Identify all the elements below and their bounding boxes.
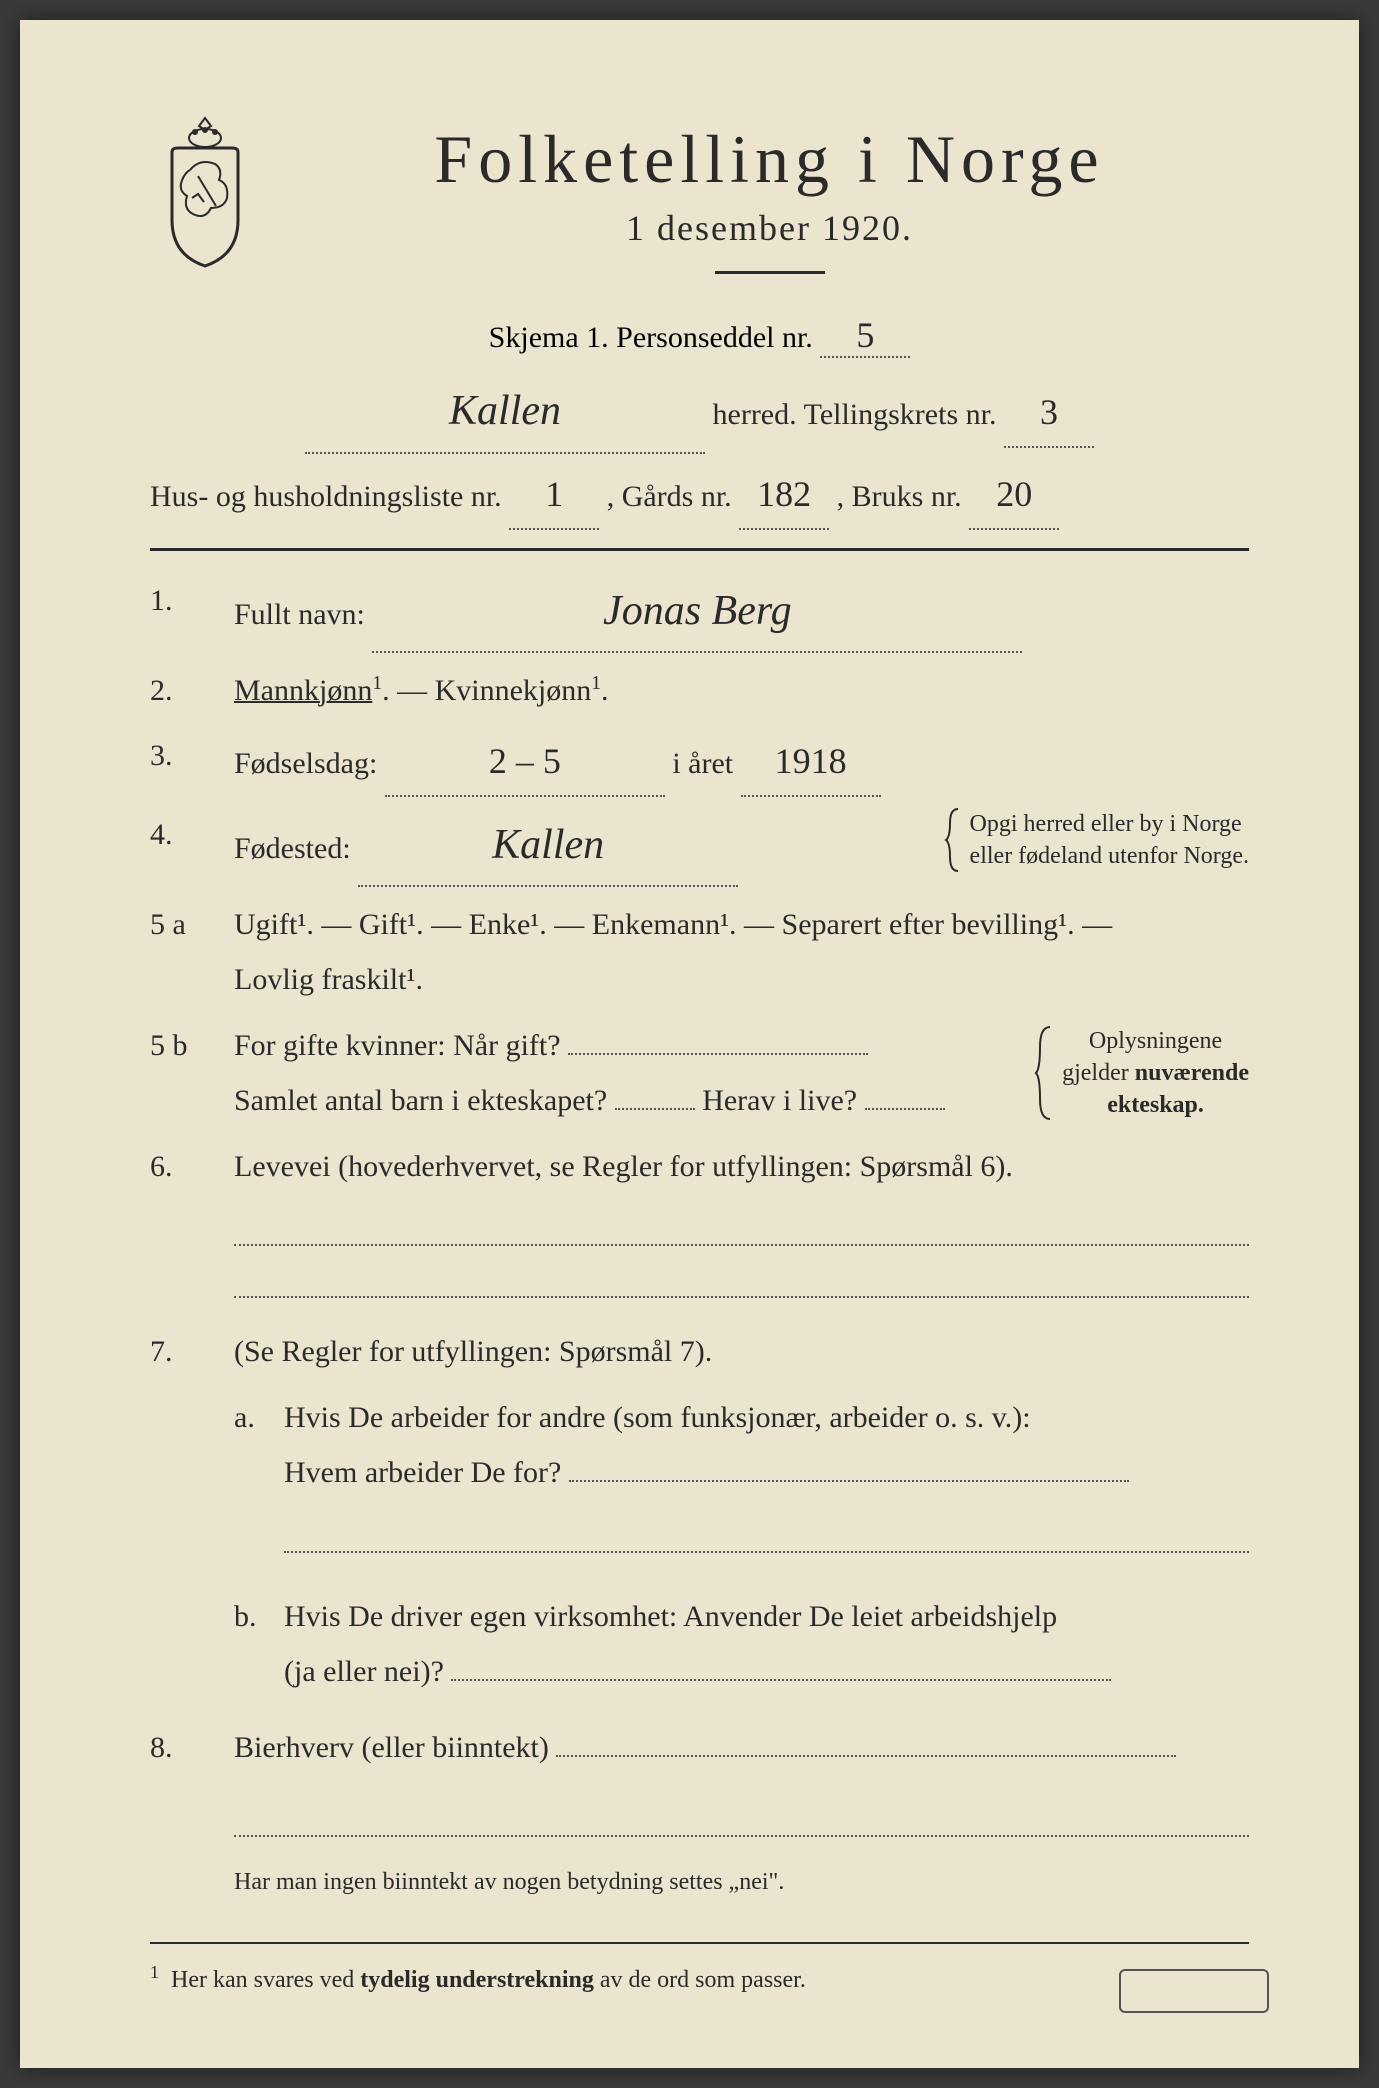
q4-note: Opgi herred eller by i Norge eller fødel… (930, 807, 1249, 873)
census-form-page: Folketelling i Norge 1 desember 1920. Sk… (20, 20, 1359, 2068)
footnote-rule (150, 1942, 1249, 1944)
q3-label: Fødselsdag: (234, 747, 377, 780)
gards-label: , Gårds nr. (607, 480, 732, 513)
q5b-note-l2-bold: nuværende (1135, 1060, 1249, 1086)
q6-text: Levevei (hovederhvervet, se Regler for u… (234, 1139, 1249, 1195)
brace-icon (1034, 1025, 1054, 1121)
q3-row: 3. Fødselsdag: 2 – 5 i året 1918 (150, 728, 1249, 797)
header-row: Folketelling i Norge 1 desember 1920. (150, 120, 1249, 304)
q7a-blank (284, 1527, 1249, 1553)
q2-dash: — (397, 674, 435, 707)
q5b-barn-value (615, 1108, 695, 1110)
herred-line: Kallen herred. Tellingskrets nr. 3 (150, 372, 1249, 454)
footnote-bold: tydelig understrekning (360, 1967, 594, 1993)
q4-note-l1: Opgi herred eller by i Norge (970, 808, 1249, 840)
q5b-note-l1: Oplysningene (1062, 1025, 1249, 1057)
title-block: Folketelling i Norge 1 desember 1920. (290, 120, 1249, 304)
q7b-l1: Hvis De driver egen virksomhet: Anvender… (284, 1589, 1249, 1645)
q1-value: Jonas Berg (372, 573, 1022, 653)
herred-name: Kallen (305, 372, 705, 454)
q3-year-label: i året (672, 747, 733, 780)
q5b-live-value (865, 1108, 945, 1110)
q6-num: 6. (150, 1139, 234, 1195)
q7-row: 7. (Se Regler for utfyllingen: Spørsmål … (150, 1324, 1249, 1700)
q5a-num: 5 a (150, 897, 234, 1008)
q5b-note-l3: ekteskap. (1107, 1092, 1204, 1118)
q7a-l1: Hvis De arbeider for andre (som funksjon… (284, 1390, 1249, 1446)
brace-icon (944, 807, 962, 873)
q5b-l2b: Herav i live? (702, 1084, 857, 1117)
q1-label: Fullt navn: (234, 598, 365, 631)
hus-value: 1 (509, 460, 599, 530)
q4-value: Kallen (358, 807, 738, 887)
krets-value: 3 (1004, 378, 1094, 448)
q7a: a. Hvis De arbeider for andre (som funks… (234, 1390, 1249, 1579)
hus-line: Hus- og husholdningsliste nr. 1 , Gårds … (150, 460, 1249, 530)
skjema-label: Skjema 1. Personseddel nr. (489, 321, 813, 354)
q6-blank-line (234, 1220, 1249, 1246)
q5b-num: 5 b (150, 1018, 234, 1129)
footer-hint: Har man ingen biinntekt av nogen betydni… (234, 1863, 1249, 1901)
q5b-l2a: Samlet antal barn i ekteskapet? (234, 1084, 607, 1117)
skjema-line: Skjema 1. Personseddel nr. 5 (150, 314, 1249, 358)
q5b-gift-value (568, 1053, 868, 1055)
q2-row: 2. Mannkjønn1. — Kvinnekjønn1. (150, 663, 1249, 719)
q5a-text2: Lovlig fraskilt¹. (234, 952, 1249, 1008)
bruks-label: , Bruks nr. (837, 480, 962, 513)
footnote-sup: 1 (150, 1962, 159, 1982)
questions-block: 1. Fullt navn: Jonas Berg 2. Mannkjønn1.… (150, 573, 1249, 1901)
section-divider (150, 548, 1249, 551)
hus-label: Hus- og husholdningsliste nr. (150, 480, 502, 513)
q4-row: 4. Fødested: Kallen Opgi herred eller by… (150, 807, 1249, 887)
q3-year: 1918 (741, 728, 881, 797)
bruks-value: 20 (969, 460, 1059, 530)
q8-num: 8. (150, 1720, 234, 1776)
q7a-letter: a. (234, 1390, 284, 1579)
q8-row: 8. Bierhverv (eller biinntekt) (150, 1720, 1249, 1776)
q7b-value (451, 1679, 1111, 1681)
q6-row: 6. Levevei (hovederhvervet, se Regler fo… (150, 1139, 1249, 1195)
q5b-row: 5 b For gifte kvinner: Når gift? Samlet … (150, 1018, 1249, 1129)
q2-num: 2. (150, 663, 234, 719)
q5a-row: 5 a Ugift¹. — Gift¹. — Enke¹. — Enkemann… (150, 897, 1249, 1008)
footnote-line: 1 Her kan svares ved tydelig understrekn… (150, 1958, 1249, 1999)
q1-num: 1. (150, 573, 234, 653)
q5a-text: Ugift¹. — Gift¹. — Enke¹. — Enkemann¹. —… (234, 897, 1249, 953)
q3-day: 2 – 5 (385, 728, 665, 797)
q7b-letter: b. (234, 1589, 284, 1700)
q8-value (556, 1755, 1176, 1757)
q7-num: 7. (150, 1324, 234, 1700)
q3-num: 3. (150, 728, 234, 797)
q4-note-l2: eller fødeland utenfor Norge. (970, 840, 1249, 872)
q8-blank-line (234, 1811, 1249, 1837)
q4-label: Fødested: (234, 832, 351, 865)
q7a-l2: Hvem arbeider De for? (284, 1456, 561, 1489)
subtitle: 1 desember 1920. (290, 207, 1249, 249)
q2-mann: Mannkjønn (234, 674, 372, 707)
coat-of-arms-icon (150, 110, 260, 270)
q7-intro: (Se Regler for utfyllingen: Spørsmål 7). (234, 1324, 1249, 1380)
personseddel-value: 5 (820, 314, 910, 358)
q7b: b. Hvis De driver egen virksomhet: Anven… (234, 1589, 1249, 1700)
q5b-note-l2-pre: gjelder (1062, 1060, 1135, 1086)
herred-label: herred. Tellingskrets nr. (713, 398, 997, 431)
q8-label: Bierhverv (eller biinntekt) (234, 1731, 549, 1764)
printer-stamp (1119, 1969, 1269, 2013)
q7a-value (569, 1480, 1129, 1482)
title-divider (715, 271, 825, 274)
q4-num: 4. (150, 807, 234, 887)
q1-row: 1. Fullt navn: Jonas Berg (150, 573, 1249, 653)
q2-kvinne: Kvinnekjønn (435, 674, 592, 707)
q6-blank-line2 (234, 1272, 1249, 1298)
main-title: Folketelling i Norge (290, 120, 1249, 199)
q5b-note: Oplysningene gjelder nuværende ekteskap. (1020, 1025, 1249, 1122)
gards-value: 182 (739, 460, 829, 530)
q5b-l1a: For gifte kvinner: Når gift? (234, 1029, 561, 1062)
q7b-l2: (ja eller nei)? (284, 1655, 444, 1688)
